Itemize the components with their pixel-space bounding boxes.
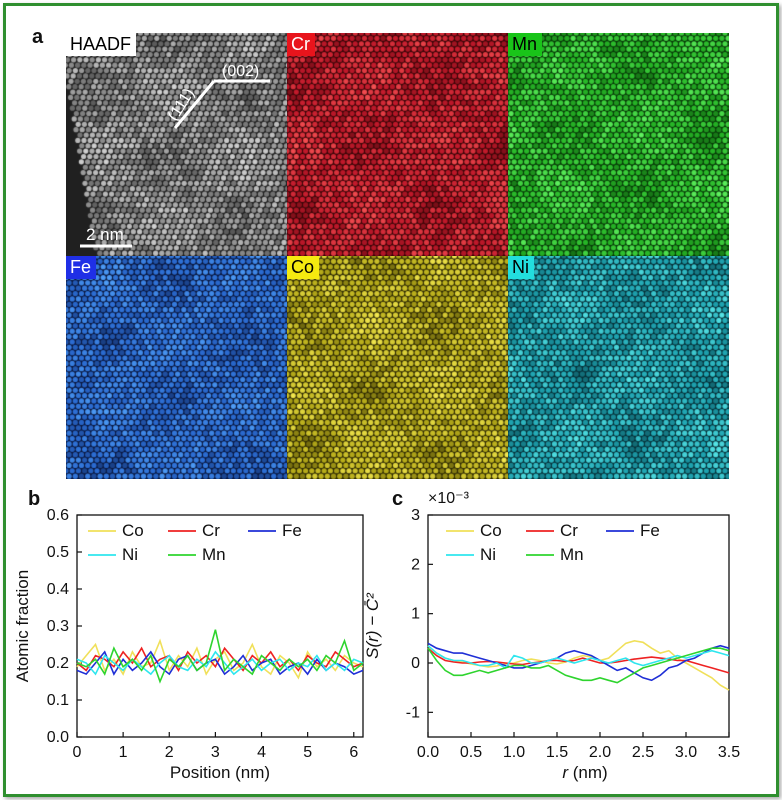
legend-label-fe: Fe (640, 521, 660, 540)
y-tick-label: -1 (406, 704, 420, 721)
legend-label-cr: Cr (560, 521, 578, 540)
x-tick-label: 2.0 (589, 744, 611, 761)
x-tick-label: 2 (165, 744, 174, 761)
x-tick-label: 3.5 (718, 744, 740, 761)
legend-label-mn: Mn (202, 545, 226, 564)
y-tick-label: 3 (411, 507, 420, 524)
map-label-mn: Mn (508, 33, 543, 56)
series-line-co (427, 639, 730, 691)
legend-label-mn: Mn (560, 545, 584, 564)
legend-label-cr: Cr (202, 521, 220, 540)
y-tick-label: 0.3 (47, 618, 69, 635)
y-axis-label: S(r) − C̄² (363, 592, 382, 659)
map-label-haadf: HAADF (66, 33, 137, 56)
y-tick-label: 0.1 (47, 692, 69, 709)
x-axis-label: Position (nm) (170, 763, 270, 782)
plot-area (427, 514, 730, 738)
x-tick-label: 3.0 (675, 744, 697, 761)
panel-c-letter: c (392, 488, 404, 510)
map-image-co (287, 256, 508, 479)
map-label-co: Co (287, 256, 320, 279)
series-line-mn (427, 647, 730, 684)
series-line-fe (76, 650, 364, 676)
series-line-ni (76, 650, 364, 676)
map-tile-co: Co (287, 256, 508, 479)
y-tick-label: 2 (411, 556, 420, 573)
axis-multiplier: ×10⁻³ (428, 490, 470, 507)
x-tick-label: 2.5 (632, 744, 654, 761)
x-tick-label: 1.0 (503, 744, 525, 761)
map-image-fe (66, 256, 287, 479)
legend-label-fe: Fe (282, 521, 302, 540)
y-tick-label: 0.2 (47, 655, 69, 672)
series-line-fe (427, 642, 730, 682)
y-tick-label: 0.5 (47, 544, 69, 561)
x-axis-label: r (nm) (562, 763, 607, 782)
y-tick-label: 1 (411, 606, 420, 623)
y-tick-label: 0.4 (47, 581, 69, 598)
map-tile-haadf: HAADF (66, 33, 287, 256)
x-tick-label: 3 (211, 744, 220, 761)
x-tick-label: 0.0 (417, 744, 439, 761)
legend-label-ni: Ni (122, 545, 138, 564)
panel-a-letter: a (32, 26, 44, 48)
x-tick-label: 1.5 (546, 744, 568, 761)
panel-b-letter: b (28, 488, 41, 510)
series-line-mn (76, 629, 364, 684)
x-tick-label: 5 (303, 744, 312, 761)
series-line-cr (427, 647, 730, 674)
legend-label-co: Co (122, 521, 144, 540)
map-label-cr: Cr (287, 33, 315, 56)
x-tick-label: 6 (349, 744, 358, 761)
map-tile-mn: Mn (508, 33, 729, 256)
y-axis-label: Atomic fraction (13, 570, 32, 682)
y-tick-label: 0.6 (47, 507, 69, 524)
x-tick-label: 0 (73, 744, 82, 761)
map-tile-ni: Ni (508, 256, 729, 479)
legend-label-co: Co (480, 521, 502, 540)
series-line-ni (427, 645, 730, 669)
map-label-fe: Fe (66, 256, 97, 279)
y-tick-label: 0.0 (47, 729, 69, 746)
map-image-cr (287, 33, 508, 256)
map-label-ni: Ni (508, 256, 534, 279)
x-tick-label: 0.5 (460, 744, 482, 761)
legend-label-ni: Ni (480, 545, 496, 564)
map-image-mn (508, 33, 729, 256)
map-image-ni (508, 256, 729, 479)
y-tick-label: 0 (411, 655, 420, 672)
x-tick-label: 4 (257, 744, 266, 761)
map-image-haadf (66, 33, 287, 256)
map-tile-fe: Fe (66, 256, 287, 479)
map-tile-cr: Cr (287, 33, 508, 256)
x-tick-label: 1 (119, 744, 128, 761)
series-line-co (76, 638, 364, 680)
